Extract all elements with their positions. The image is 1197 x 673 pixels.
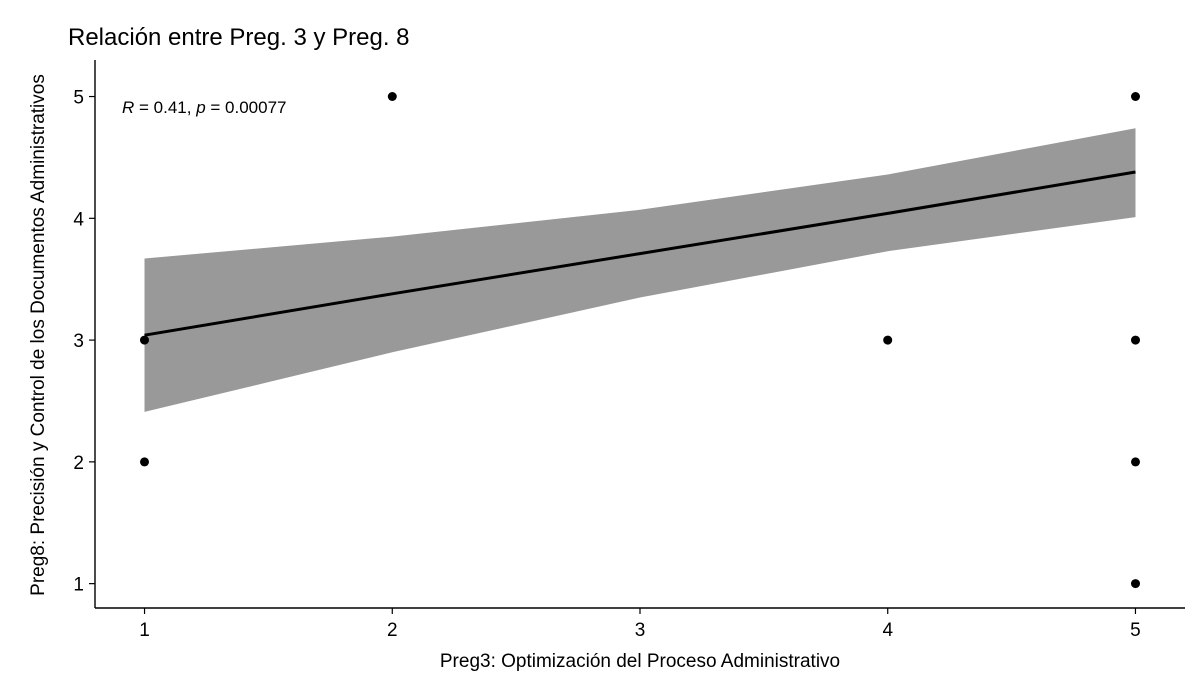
points-layer [140, 92, 1140, 589]
y-tick-label: 1 [73, 575, 84, 596]
fit-line-layer [144, 170, 1136, 337]
y-ticks-layer: 1 2 3 4 5 [73, 88, 95, 596]
x-tick-label: 4 [882, 620, 893, 641]
x-tick-label: 2 [387, 620, 398, 641]
annotation-r-value: = 0.41, [134, 98, 196, 117]
data-point [140, 335, 149, 345]
data-point [1131, 92, 1140, 101]
data-point [1131, 335, 1140, 345]
x-ticks-layer: 1 2 3 4 5 [139, 608, 1141, 641]
x-tick-label: 1 [139, 620, 150, 641]
x-tick-label: 5 [1130, 620, 1141, 641]
y-tick-label: 4 [73, 209, 84, 230]
data-point [1131, 457, 1140, 467]
x-axis-title: Preg3: Optimización del Proceso Administ… [440, 651, 840, 672]
x-tick-label: 3 [635, 620, 646, 641]
chart-title: Relación entre Preg. 3 y Preg. 8 [68, 24, 410, 51]
annotation-p-value: = 0.00077 [206, 98, 287, 117]
annotation-p-label: p [195, 98, 205, 117]
annotation-r-label: R [122, 98, 134, 117]
fit-line [144, 170, 1136, 337]
y-tick-label: 5 [73, 88, 84, 109]
y-tick-label: 2 [73, 453, 84, 474]
data-point [140, 457, 149, 467]
y-axis-title: Preg8: Precisión y Control de los Docume… [28, 74, 49, 596]
data-point [883, 335, 893, 345]
confidence-band [144, 128, 1136, 412]
data-point [387, 92, 397, 101]
correlation-annotation: R = 0.41, p = 0.00077 [122, 98, 287, 117]
y-tick-label: 3 [73, 331, 84, 352]
confidence-band-layer [144, 128, 1136, 412]
data-point [1131, 579, 1140, 589]
